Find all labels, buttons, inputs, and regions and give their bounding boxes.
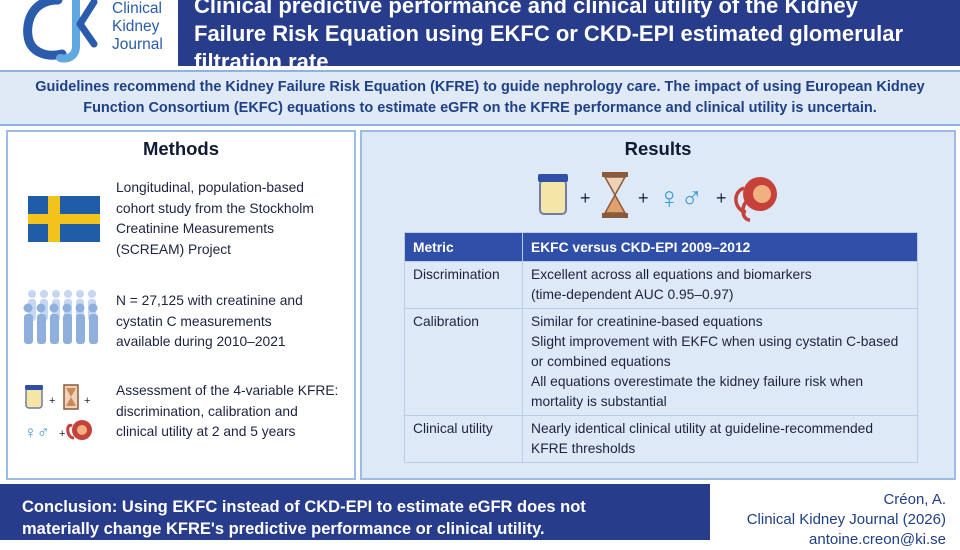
results-table: Metric EKFC versus CKD-EPI 2009–2012 Dis… xyxy=(404,232,918,463)
sweden-flag-icon xyxy=(28,196,100,242)
population-icon xyxy=(23,290,98,344)
svg-text:+: + xyxy=(59,428,65,440)
methods-line: discrimination, calibration and xyxy=(116,403,298,419)
intro-box: Guidelines recommend the Kidney Failure … xyxy=(0,70,960,126)
logo-line: Kidney xyxy=(112,18,160,35)
table-header-metric: Metric xyxy=(404,232,523,262)
citation-journal: Clinical Kidney Journal (2026) xyxy=(746,511,946,528)
svg-text:+: + xyxy=(580,188,591,208)
methods-line: (SCREAM) Project xyxy=(116,241,231,257)
kidney-icon xyxy=(734,177,777,222)
row-finding: Similar for creatinine-based equations S… xyxy=(522,308,918,416)
svg-text:+: + xyxy=(716,188,727,208)
finding-line: Slight improvement with EKFC when using … xyxy=(531,334,899,349)
finding-line: (time-dependent AUC 0.95–0.97) xyxy=(531,287,734,302)
methods-item-population: N = 27,125 with creatinine and cystatin … xyxy=(116,291,303,353)
intro-line: Function Consortium (EKFC) equations to … xyxy=(83,100,877,116)
table-row: Calibration Similar for creatinine-based… xyxy=(404,308,918,416)
sex-symbols-icon: ♀♂ xyxy=(658,182,703,215)
conclusion: Conclusion: Using EKFC instead of CKD-EP… xyxy=(22,496,586,540)
row-finding: Nearly identical clinical utility at gui… xyxy=(522,415,918,463)
results-icons: + + ♀♂ + xyxy=(538,172,777,222)
title-line: filtration rate xyxy=(194,49,329,74)
logo-text: Clinical Kidney Journal xyxy=(112,0,163,54)
methods-line: cystatin C measurements xyxy=(116,313,272,329)
svg-text:+: + xyxy=(638,188,649,208)
finding-line: Excellent across all equations and bioma… xyxy=(531,267,812,282)
row-metric: Calibration xyxy=(404,308,523,416)
kfre-variables-icon: + + ♀♂ + xyxy=(24,384,92,442)
table-row: Discrimination Excellent across all equa… xyxy=(404,261,918,309)
methods-panel: Methods Longitudinal, population-based c… xyxy=(6,130,356,480)
citation-box: Créon, A. Clinical Kidney Journal (2026)… xyxy=(710,484,960,548)
methods-item-assessment: Assessment of the 4-variable KFRE: discr… xyxy=(116,381,338,443)
finding-line: KFRE thresholds xyxy=(531,441,636,456)
title-line: Clinical predictive performance and clin… xyxy=(194,0,858,18)
svg-text:♀♂: ♀♂ xyxy=(24,423,50,442)
page-title: Clinical predictive performance and clin… xyxy=(194,0,954,76)
finding-line: All equations overestimate the kidney fa… xyxy=(531,374,864,389)
results-heading: Results xyxy=(624,138,692,159)
methods-heading: Methods xyxy=(142,138,220,159)
ckj-logo-icon xyxy=(23,0,98,63)
methods-item-study: Longitudinal, population-based cohort st… xyxy=(116,178,314,260)
row-metric: Discrimination xyxy=(404,261,523,309)
logo-line: Clinical xyxy=(112,0,162,17)
citation-email[interactable]: antoine.creon@ki.se xyxy=(809,531,946,548)
finding-line: mortality is substantial xyxy=(531,394,667,409)
table-header-comparison: EKFC versus CKD-EPI 2009–2012 xyxy=(522,232,918,262)
methods-line: Creatinine Measurements xyxy=(116,221,274,236)
methods-line: available during 2010–2021 xyxy=(116,334,286,349)
hourglass-icon xyxy=(602,172,628,218)
results-panel: Results + + ♀♂ + Metric EKFC versus CKD-… xyxy=(360,130,956,480)
table-header-row: Metric EKFC versus CKD-EPI 2009–2012 xyxy=(404,232,918,262)
table-row: Clinical utility Nearly identical clinic… xyxy=(404,415,918,463)
journal-logo: Clinical Kidney Journal xyxy=(0,0,178,66)
title-line: Failure Risk Equation using EKFC or CKD-… xyxy=(194,21,904,46)
intro-line: Guidelines recommend the Kidney Failure … xyxy=(35,79,925,95)
conclusion-line: materially change KFRE's predictive perf… xyxy=(22,520,545,538)
methods-line: Longitudinal, population-based xyxy=(116,180,304,195)
finding-line: or combined equations xyxy=(531,354,671,369)
svg-text:+: + xyxy=(49,395,55,407)
finding-line: Similar for creatinine-based equations xyxy=(531,314,763,329)
row-finding: Excellent across all equations and bioma… xyxy=(522,261,918,309)
conclusion-line: Conclusion: Using EKFC instead of CKD-EP… xyxy=(22,498,586,516)
finding-line: Nearly identical clinical utility at gui… xyxy=(531,421,874,436)
methods-line: N = 27,125 with creatinine and xyxy=(116,293,303,308)
methods-line: Assessment of the 4-variable KFRE: xyxy=(116,383,339,398)
svg-text:+: + xyxy=(84,395,90,407)
logo-line: Journal xyxy=(112,36,163,53)
urine-sample-icon xyxy=(538,174,568,215)
citation-author: Créon, A. xyxy=(883,491,946,508)
methods-line: clinical utility at 2 and 5 years xyxy=(116,424,296,439)
methods-line: cohort study from the Stockholm xyxy=(116,200,314,216)
row-metric: Clinical utility xyxy=(404,415,523,463)
